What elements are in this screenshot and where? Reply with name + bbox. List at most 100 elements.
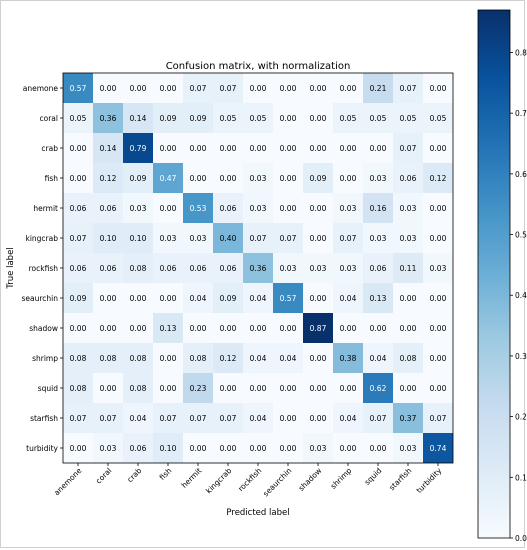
- cell-value-label: 0.09: [220, 294, 237, 303]
- matrix-cell: [123, 283, 153, 313]
- matrix-cell: [63, 103, 93, 133]
- cell-value-label: 0.47: [160, 174, 177, 183]
- cell-value-label: 0.00: [160, 204, 177, 213]
- matrix-cell: [273, 253, 303, 283]
- matrix-cell: [393, 193, 423, 223]
- matrix-cell: [213, 343, 243, 373]
- matrix-cell: [393, 343, 423, 373]
- matrix-cell: [303, 193, 333, 223]
- matrix-cell: [153, 133, 183, 163]
- cell-value-label: 0.12: [430, 174, 447, 183]
- cell-value-label: 0.00: [400, 324, 417, 333]
- cell-value-label: 0.07: [100, 414, 117, 423]
- x-tick-label: hermit: [180, 466, 204, 490]
- matrix-cell: [63, 73, 93, 103]
- cell-value-label: 0.00: [160, 354, 177, 363]
- matrix-cell: [153, 103, 183, 133]
- cell-value-label: 0.79: [130, 144, 147, 153]
- cell-value-label: 0.74: [430, 444, 447, 453]
- cell-value-label: 0.04: [250, 414, 267, 423]
- cell-value-label: 0.00: [310, 114, 327, 123]
- cell-value-label: 0.06: [100, 264, 117, 273]
- matrix-cell: [333, 343, 363, 373]
- cell-value-label: 0.00: [220, 144, 237, 153]
- matrix-cell: [393, 223, 423, 253]
- matrix-cell: [393, 103, 423, 133]
- cell-value-label: 0.00: [340, 174, 357, 183]
- matrix-cell: [123, 73, 153, 103]
- cell-value-label: 0.13: [160, 324, 177, 333]
- matrix-cell: [93, 283, 123, 313]
- colorbar-tick-label: 0.3: [515, 352, 527, 361]
- cell-value-label: 0.00: [130, 294, 147, 303]
- colorbar-tick-label: 0.6: [515, 170, 527, 179]
- matrix-cell: [93, 403, 123, 433]
- cell-value-label: 0.00: [220, 384, 237, 393]
- matrix-cell: [273, 343, 303, 373]
- matrix-cell: [333, 73, 363, 103]
- matrix-cell: [93, 163, 123, 193]
- cell-value-label: 0.03: [430, 264, 447, 273]
- y-tick-label: anemone: [23, 84, 59, 93]
- cell-value-label: 0.87: [310, 324, 327, 333]
- cell-value-label: 0.00: [250, 324, 267, 333]
- cell-value-label: 0.03: [310, 444, 327, 453]
- cell-value-label: 0.03: [400, 204, 417, 213]
- cell-value-label: 0.00: [100, 84, 117, 93]
- matrix-cell: [273, 103, 303, 133]
- x-tick-label: shrimp: [329, 466, 354, 491]
- matrix-cell: [273, 313, 303, 343]
- matrix-cell: [423, 253, 453, 283]
- matrix-cell: [183, 373, 213, 403]
- cell-value-label: 0.40: [220, 234, 237, 243]
- cell-value-label: 0.00: [160, 144, 177, 153]
- matrix-cell: [183, 403, 213, 433]
- cell-value-label: 0.04: [340, 414, 357, 423]
- cell-value-label: 0.04: [370, 354, 387, 363]
- cell-value-label: 0.03: [250, 204, 267, 213]
- matrix-cell: [183, 313, 213, 343]
- matrix-cell: [303, 433, 333, 463]
- cell-value-label: 0.00: [430, 354, 447, 363]
- cell-value-label: 0.06: [370, 264, 387, 273]
- matrix-cell: [123, 163, 153, 193]
- matrix-cell: [93, 223, 123, 253]
- matrix-cell: [273, 283, 303, 313]
- cell-value-label: 0.10: [100, 234, 117, 243]
- cell-value-label: 0.06: [70, 204, 87, 213]
- cell-value-label: 0.00: [430, 384, 447, 393]
- colorbar-tick-label: 0.5: [515, 231, 527, 240]
- matrix-cell: [243, 433, 273, 463]
- cell-value-label: 0.04: [250, 354, 267, 363]
- matrix-cell: [93, 313, 123, 343]
- matrix-cell: [363, 373, 393, 403]
- matrix-cell: [363, 313, 393, 343]
- cell-value-label: 0.09: [190, 114, 207, 123]
- matrix-cell: [273, 373, 303, 403]
- matrix-cell: [303, 343, 333, 373]
- matrix-cell: [243, 103, 273, 133]
- x-tick-label: starfish: [387, 466, 413, 492]
- matrix-cell: [213, 163, 243, 193]
- matrix-cell: [363, 433, 393, 463]
- cell-value-label: 0.09: [70, 294, 87, 303]
- cell-value-label: 0.37: [400, 414, 417, 423]
- colorbar-tick-label: 0.0: [515, 534, 527, 543]
- cell-value-label: 0.03: [250, 174, 267, 183]
- cell-value-label: 0.08: [400, 354, 417, 363]
- matrix-cell: [243, 343, 273, 373]
- matrix-cell: [213, 133, 243, 163]
- cell-value-label: 0.00: [190, 144, 207, 153]
- cell-value-label: 0.00: [280, 144, 297, 153]
- matrix-cell: [393, 133, 423, 163]
- cell-value-label: 0.00: [370, 144, 387, 153]
- cell-value-label: 0.03: [400, 234, 417, 243]
- matrix-cell: [423, 283, 453, 313]
- cell-value-label: 0.03: [310, 264, 327, 273]
- cell-value-label: 0.38: [340, 354, 357, 363]
- matrix-cell: [243, 73, 273, 103]
- matrix-cell: [123, 343, 153, 373]
- matrix-cell: [363, 223, 393, 253]
- matrix-cell: [63, 433, 93, 463]
- cell-value-label: 0.07: [220, 414, 237, 423]
